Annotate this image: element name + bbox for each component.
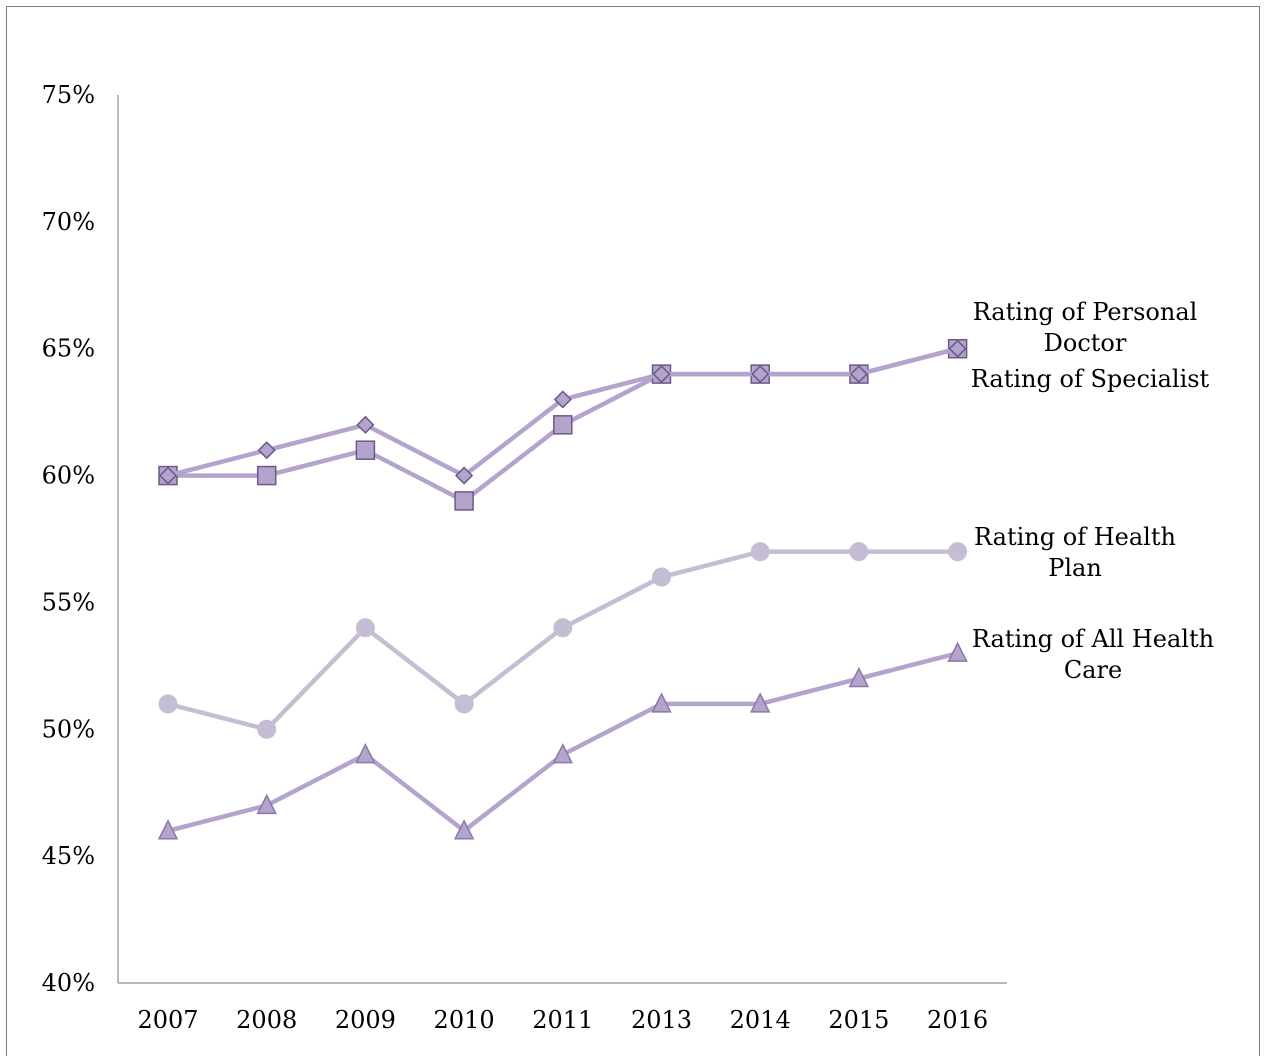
data-point-circle: [553, 618, 573, 638]
data-point-diamond: [356, 415, 375, 434]
x-tick-label: 2014: [730, 1006, 791, 1034]
series-diamond: [158, 339, 967, 485]
series-label: Rating of Specialist: [971, 365, 1210, 393]
data-point-circle: [454, 694, 474, 714]
series-circle: [158, 542, 968, 739]
data-point-square: [355, 440, 376, 460]
x-tick-labels: 2007 2008 2009 2010 2011 2013 2014 2015 2016: [137, 1006, 988, 1034]
data-point-diamond: [948, 339, 967, 358]
series-label: Rating of All Health: [972, 625, 1214, 653]
data-point-triangle: [453, 819, 475, 840]
series-label: Rating of Personal: [973, 298, 1198, 326]
series-label: Care: [1064, 656, 1122, 684]
data-point-diamond: [553, 390, 572, 409]
data-point-circle: [948, 542, 968, 562]
data-point-circle: [750, 542, 770, 562]
series-triangle: [157, 641, 968, 840]
data-point-diamond: [257, 441, 276, 460]
x-tick-label: 2007: [137, 1006, 198, 1034]
data-point-triangle: [651, 692, 672, 713]
y-tick-label: 65%: [42, 335, 95, 363]
data-point-square: [256, 465, 277, 486]
data-point-triangle: [552, 742, 574, 764]
y-tick-label: 60%: [42, 462, 95, 490]
series-label: Doctor: [1044, 329, 1127, 357]
data-point-diamond: [751, 365, 770, 384]
data-point-triangle: [256, 793, 277, 815]
x-tick-label: 2011: [532, 1006, 593, 1034]
data-point-triangle: [355, 742, 376, 764]
data-point-diamond: [158, 466, 178, 485]
data-point-diamond: [455, 466, 474, 485]
y-tick-label: 70%: [42, 208, 95, 236]
data-point-circle: [652, 567, 671, 587]
data-point-triangle: [157, 819, 179, 840]
x-tick-label: 2013: [631, 1006, 692, 1034]
series-square: [158, 338, 968, 511]
y-tick-label: 75%: [42, 81, 95, 109]
data-point-circle: [257, 719, 277, 739]
y-tick-label: 55%: [42, 588, 95, 616]
series-labels: Rating of Personal Doctor Rating of Specia…: [971, 298, 1214, 684]
y-tick-label: 50%: [42, 715, 95, 743]
y-tick-labels: 40% 45% 50% 55% 60% 65% 70% 75%: [42, 81, 95, 997]
x-tick-label: 2010: [434, 1006, 495, 1034]
data-point-diamond: [652, 365, 671, 384]
x-tick-label: 2008: [236, 1006, 297, 1034]
series-line: [167, 346, 959, 478]
data-point-diamond: [849, 365, 868, 384]
series-line: [167, 650, 959, 834]
series-label: Plan: [1048, 554, 1102, 582]
data-point-circle: [849, 542, 869, 562]
series-line: [167, 549, 958, 732]
x-tick-label: 2015: [828, 1006, 889, 1034]
x-tick-label: 2009: [335, 1006, 396, 1034]
chart-frame: [6, 6, 1260, 1056]
data-point-triangle: [749, 692, 771, 713]
y-tick-label: 40%: [42, 969, 95, 997]
data-point-circle: [158, 694, 178, 714]
data-point-square: [454, 491, 474, 511]
x-tick-label: 2016: [927, 1006, 988, 1034]
data-point-triangle: [848, 666, 870, 688]
data-point-square: [553, 415, 573, 435]
data-point-triangle: [947, 641, 968, 662]
data-point-circle: [355, 618, 375, 638]
series-label: Rating of Health: [974, 523, 1176, 551]
y-tick-label: 45%: [42, 842, 95, 870]
